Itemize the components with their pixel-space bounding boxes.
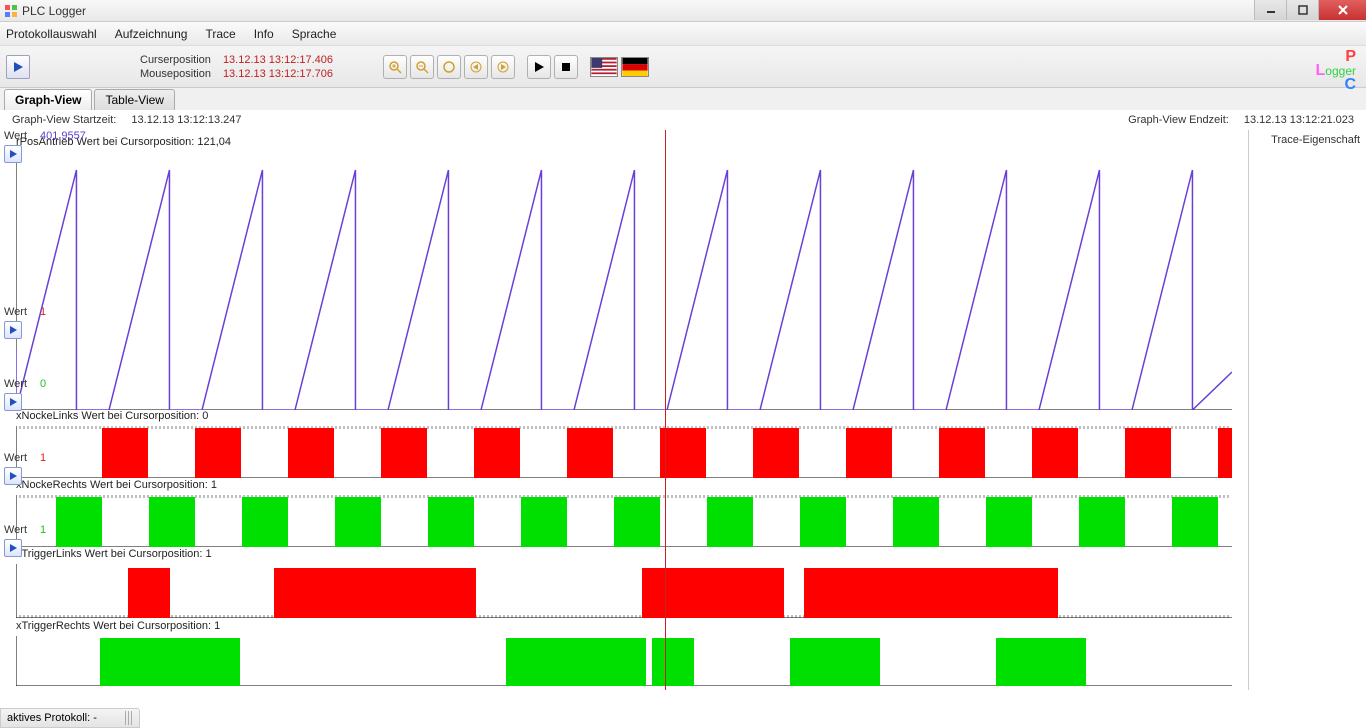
mouse-pos-value: 13.12.13 13:12:17.706 — [223, 68, 333, 80]
trace-xnockelinks: xNockeLinks Wert bei Cursorposition: 0 — [16, 426, 1232, 478]
close-button[interactable] — [1318, 0, 1366, 20]
nav-right-icon[interactable] — [491, 55, 515, 79]
trace1-play-button[interactable] — [4, 145, 22, 163]
graph-info-row: Graph-View Startzeit: 13.12.13 13:12:13.… — [0, 110, 1366, 130]
start-time-value: 13.12.13 13:12:13.247 — [131, 114, 241, 126]
titlebar: PLC Logger — [0, 0, 1366, 22]
trace4-play-button[interactable] — [4, 467, 22, 485]
menu-protokollauswahl[interactable]: Protokollauswahl — [6, 27, 97, 41]
chart-area: rPosAntrieb Wert bei Cursorposition: 121… — [0, 130, 1366, 690]
zoom-out-icon[interactable] — [410, 55, 434, 79]
trace1-wert: 401,9557 — [40, 130, 86, 142]
status-bar: aktives Protokoll: - — [0, 708, 140, 728]
trace2-play-button[interactable] — [4, 321, 22, 339]
window-title: PLC Logger — [22, 4, 86, 18]
run-icon[interactable] — [527, 55, 551, 79]
toolbar: Curserposition 13.12.13 13:12:17.406 Mou… — [0, 46, 1366, 88]
trace-rposantrieb: rPosAntrieb Wert bei Cursorposition: 121… — [16, 152, 1232, 410]
app-icon — [4, 4, 18, 18]
trace4-wert: 1 — [40, 452, 46, 464]
menu-aufzeichnung[interactable]: Aufzeichnung — [115, 27, 188, 41]
trace-xnockerechts: xNockeRechts Wert bei Cursorposition: 1 — [16, 495, 1232, 547]
cursor-line[interactable] — [665, 130, 666, 690]
tab-table-view[interactable]: Table-View — [94, 89, 174, 110]
menu-info[interactable]: Info — [254, 27, 274, 41]
active-protocol-label: aktives Protokoll: - — [7, 712, 97, 724]
trace3-wert: 0 — [40, 378, 46, 390]
cursor-pos-value: 13.12.13 13:12:17.406 — [223, 54, 333, 66]
trace2-wert: 1 — [40, 306, 46, 318]
trace-properties-panel: Trace-Eigenschaft Wert401,9557 Wert1 Wer… — [1248, 130, 1366, 690]
view-tabs: Graph-View Table-View — [0, 88, 1366, 110]
trace5-wert: 1 — [40, 524, 46, 536]
menubar: Protokollauswahl Aufzeichnung Trace Info… — [0, 22, 1366, 46]
tab-graph-view[interactable]: Graph-View — [4, 89, 92, 110]
trace3-label: xNockeRechts Wert bei Cursorposition: 1 — [16, 479, 217, 491]
cursor-pos-label: Curserposition — [140, 54, 211, 66]
nav-left-icon[interactable] — [464, 55, 488, 79]
grip-icon[interactable] — [125, 711, 133, 725]
mouse-pos-label: Mouseposition — [140, 68, 211, 80]
charts-panel: rPosAntrieb Wert bei Cursorposition: 121… — [0, 130, 1248, 690]
end-time-label: Graph-View Endzeit: — [1128, 114, 1229, 126]
position-readout: Curserposition 13.12.13 13:12:17.406 Mou… — [140, 54, 333, 80]
stop-icon[interactable] — [554, 55, 578, 79]
flag-us-icon[interactable] — [590, 57, 618, 77]
start-time-label: Graph-View Startzeit: — [12, 114, 116, 126]
trace5-play-button[interactable] — [4, 539, 22, 557]
trace-xtriggerrechts: xTriggerRechts Wert bei Cursorposition: … — [16, 636, 1232, 686]
play-button[interactable] — [6, 55, 30, 79]
menu-trace[interactable]: Trace — [205, 27, 235, 41]
app-logo: P Logger C — [1316, 50, 1356, 92]
maximize-button[interactable] — [1286, 0, 1318, 20]
trace-properties-header: Trace-Eigenschaft — [1255, 134, 1360, 146]
minimize-button[interactable] — [1254, 0, 1286, 20]
trace5-label: xTriggerRechts Wert bei Cursorposition: … — [16, 620, 220, 632]
trace3-play-button[interactable] — [4, 393, 22, 411]
zoom-in-icon[interactable] — [383, 55, 407, 79]
menu-sprache[interactable]: Sprache — [292, 27, 337, 41]
trace-xtriggerlinks: xTriggerLinks Wert bei Cursorposition: 1 — [16, 564, 1232, 618]
flag-de-icon[interactable] — [621, 57, 649, 77]
end-time-value: 13.12.13 13:12:21.023 — [1244, 114, 1354, 126]
zoom-fit-icon[interactable] — [437, 55, 461, 79]
